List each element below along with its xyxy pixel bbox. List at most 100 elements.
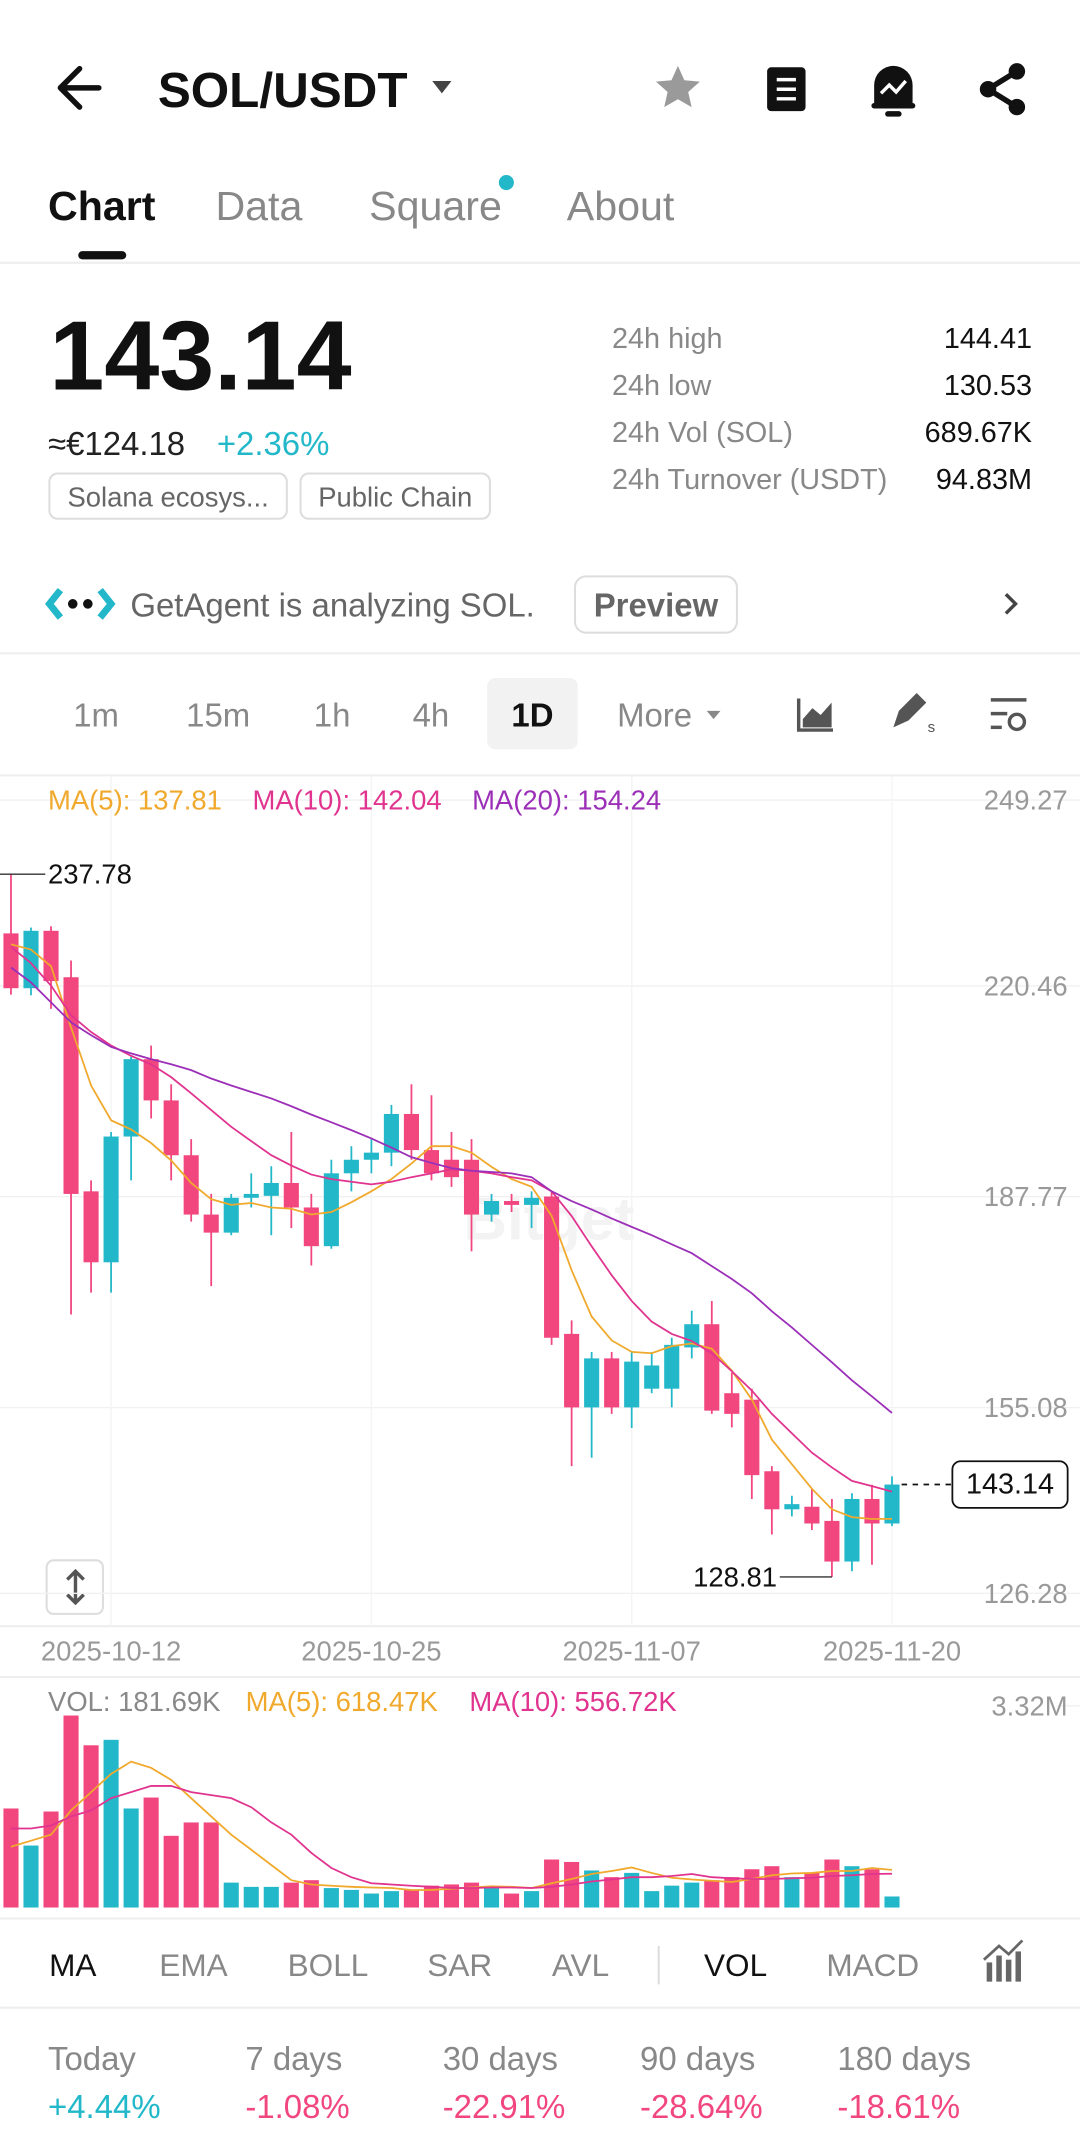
- tag-label[interactable]: Public Chain: [318, 481, 472, 512]
- preview-button[interactable]: Preview: [594, 587, 719, 624]
- agent-bracket: [97, 587, 116, 620]
- candle-body: [183, 1155, 199, 1215]
- volume-bar: [724, 1877, 740, 1908]
- last-price-label: 143.14: [966, 1469, 1054, 1501]
- indicator[interactable]: MACD: [826, 1947, 919, 1983]
- tag-chip[interactable]: [299, 472, 491, 520]
- period-label: 7 days: [245, 2040, 342, 2077]
- interval[interactable]: 1m: [73, 696, 119, 733]
- stat-label: 24h high: [612, 323, 723, 355]
- tab-badge: [498, 174, 514, 191]
- period-change: -18.61%: [837, 2088, 960, 2125]
- share-icon[interactable]: [979, 63, 1026, 116]
- bell-shape: [874, 65, 913, 105]
- ma-line: [10, 943, 893, 1520]
- volume-bar: [524, 1891, 540, 1908]
- share-node: [1008, 63, 1026, 80]
- book-icon[interactable]: [767, 67, 806, 112]
- y-tick-label: 187.77: [984, 1181, 1068, 1212]
- last-price: 143.14: [49, 300, 351, 410]
- stat-value: 689.67K: [925, 417, 1032, 449]
- tab[interactable]: Chart: [48, 183, 156, 229]
- volume-bar: [383, 1891, 399, 1908]
- tab[interactable]: Square: [369, 183, 502, 229]
- favorite-icon[interactable]: [655, 65, 700, 108]
- candle-body: [283, 1182, 299, 1208]
- interval[interactable]: 15m: [186, 696, 250, 733]
- indicator[interactable]: AVL: [552, 1947, 609, 1983]
- period-label: 90 days: [640, 2040, 755, 2077]
- volume-bar: [223, 1882, 239, 1908]
- icon-axis: [796, 698, 833, 732]
- indicator[interactable]: BOLL: [288, 1947, 369, 1983]
- indicator[interactable]: VOL: [704, 1947, 767, 1983]
- more-caret[interactable]: [706, 710, 721, 720]
- back-button[interactable]: [57, 65, 102, 110]
- indicator[interactable]: EMA: [159, 1947, 227, 1983]
- indicator[interactable]: SAR: [427, 1947, 492, 1983]
- settings-icon[interactable]: [990, 698, 1027, 732]
- draw-icon[interactable]: s: [893, 693, 935, 736]
- interval[interactable]: 1h: [314, 696, 351, 733]
- legend-entry: MA(5): 137.81: [48, 785, 222, 816]
- candle-body: [844, 1498, 860, 1562]
- candle-body: [624, 1361, 640, 1408]
- candle-body: [864, 1498, 880, 1524]
- volume-bar: [704, 1880, 720, 1908]
- icon-bar: [1015, 1951, 1021, 1982]
- interval[interactable]: 4h: [413, 696, 450, 733]
- tab[interactable]: About: [567, 183, 675, 229]
- pair-title[interactable]: SOL/USDT: [158, 63, 408, 118]
- bell-line: [879, 79, 908, 95]
- volume-bar: [864, 1869, 880, 1908]
- candle-body: [403, 1113, 419, 1151]
- ma-line: [10, 946, 893, 1493]
- candle-body: [664, 1344, 680, 1389]
- agent-dot: [83, 599, 93, 609]
- stat-label: 24h Vol (SOL): [612, 417, 793, 449]
- agent-chevron[interactable]: [1004, 593, 1018, 615]
- candle-body: [804, 1506, 820, 1524]
- icon-area: [802, 702, 832, 728]
- volume-bar: [203, 1822, 219, 1908]
- stat-value: 144.41: [944, 323, 1032, 355]
- volume-bar: [784, 1877, 800, 1908]
- tab[interactable]: Data: [215, 183, 302, 229]
- high-marker-label: 237.78: [48, 859, 132, 890]
- agent-icon: [45, 587, 116, 620]
- interval-selected-bg: [487, 677, 578, 750]
- volume-bar: [403, 1889, 419, 1908]
- indicator-settings-icon[interactable]: [983, 1939, 1024, 1982]
- agent-bracket: [45, 587, 64, 620]
- volume-bar: [243, 1886, 259, 1908]
- period-change: -28.64%: [640, 2088, 763, 2125]
- pair-dropdown[interactable]: [432, 80, 452, 94]
- volume-bar: [584, 1870, 600, 1908]
- interval[interactable]: 1D: [511, 696, 553, 733]
- candle-body: [504, 1201, 520, 1205]
- candle-body: [103, 1136, 119, 1263]
- tag-label[interactable]: Solana ecosys...: [67, 481, 268, 512]
- stat-value: 94.83M: [936, 464, 1032, 496]
- volume-bar: [423, 1885, 440, 1908]
- candle-body: [564, 1333, 580, 1408]
- icon-gear: [1007, 712, 1027, 732]
- interval[interactable]: More: [617, 696, 692, 733]
- alert-icon[interactable]: [871, 65, 916, 117]
- chart-style-icon[interactable]: [796, 698, 833, 732]
- volume-bar: [884, 1896, 900, 1908]
- volume-bar: [443, 1884, 460, 1908]
- low-marker-label: 128.81: [693, 1561, 777, 1592]
- indicator[interactable]: MA: [49, 1947, 96, 1983]
- scale-toggle[interactable]: [45, 1559, 104, 1615]
- volume-bar: [744, 1869, 760, 1908]
- y-tick-label: 155.08: [984, 1392, 1068, 1423]
- preview-button-frame[interactable]: [573, 575, 738, 634]
- volume-bar: [183, 1822, 199, 1908]
- agent-dot: [67, 599, 78, 609]
- volume-bar: [343, 1889, 359, 1908]
- tag-chip[interactable]: [48, 472, 288, 520]
- x-tick-label: 2025-11-07: [563, 1635, 701, 1666]
